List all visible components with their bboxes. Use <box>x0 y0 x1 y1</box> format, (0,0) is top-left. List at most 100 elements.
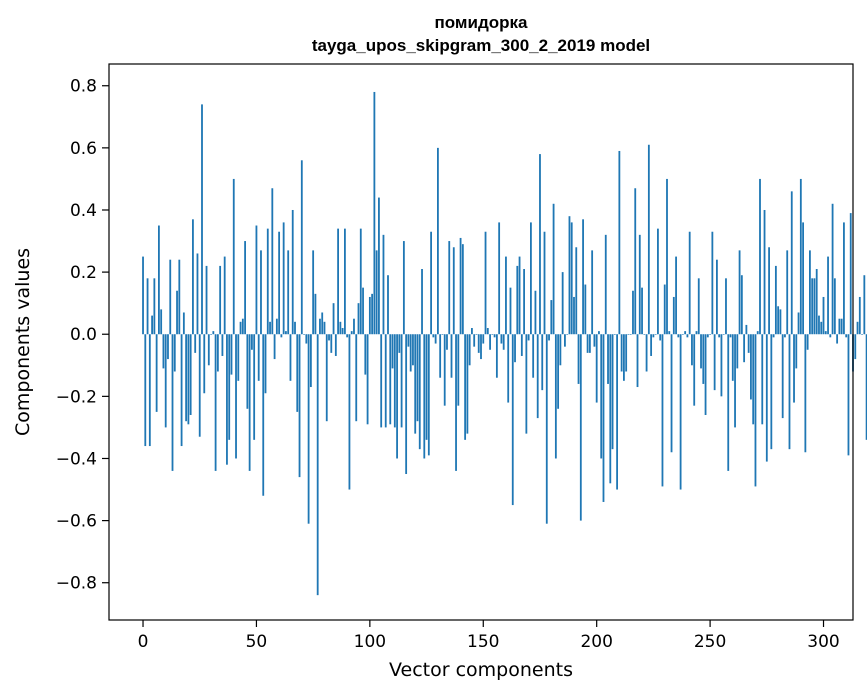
bar-141 <box>461 244 464 335</box>
bar-192 <box>577 334 580 384</box>
bar-164 <box>514 334 516 363</box>
bar-4 <box>151 315 153 335</box>
bar-20 <box>187 334 190 425</box>
bar-158 <box>500 334 503 344</box>
bar-87 <box>339 321 342 335</box>
bar-266 <box>745 324 748 335</box>
bar-78 <box>319 318 321 335</box>
bar-94 <box>355 334 358 422</box>
bar-15 <box>176 290 178 335</box>
bar-108 <box>387 275 389 335</box>
bar-319 <box>865 334 867 440</box>
bar-32 <box>214 334 217 471</box>
plot-frame <box>108 63 854 621</box>
bar-167 <box>520 334 523 356</box>
bar-153 <box>489 334 491 350</box>
bar-306 <box>836 334 839 344</box>
bar-116 <box>405 334 408 475</box>
bar-92 <box>350 331 353 335</box>
bar-119 <box>412 334 414 366</box>
bar-50 <box>255 225 258 335</box>
bar-178 <box>545 334 548 524</box>
bar-88 <box>341 328 344 335</box>
x-axis-ticks: 0 50 100 150 200 250 300 <box>138 620 840 652</box>
bar-122 <box>418 334 421 450</box>
bar-182 <box>554 334 557 459</box>
x-tick-label: 100 <box>354 632 386 652</box>
bar-51 <box>257 334 260 381</box>
bar-276 <box>768 247 770 335</box>
bar-132 <box>441 334 444 335</box>
bar-152 <box>486 328 489 335</box>
bar-189 <box>570 222 573 335</box>
bar-227 <box>657 228 659 335</box>
bar-220 <box>641 287 643 335</box>
bar-149 <box>480 334 482 360</box>
bar-110 <box>391 334 394 369</box>
bar-79 <box>321 312 324 335</box>
bar-10 <box>164 334 167 428</box>
y-tick-label: 0.6 <box>70 139 97 159</box>
bar-91 <box>348 334 351 490</box>
bar-285 <box>788 334 791 450</box>
bar-44 <box>241 318 244 335</box>
bar-262 <box>736 334 739 369</box>
bar-71 <box>303 334 305 335</box>
bar-274 <box>763 209 766 335</box>
bar-106 <box>382 234 385 335</box>
bar-174 <box>536 334 539 419</box>
bar-168 <box>523 269 525 335</box>
bar-9 <box>162 334 165 369</box>
bar-143 <box>466 334 469 434</box>
bar-304 <box>831 203 834 335</box>
bar-137 <box>452 247 455 335</box>
y-tick-label: −0.8 <box>56 574 97 594</box>
x-axis-label: Vector components <box>389 659 573 681</box>
bar-89 <box>344 228 346 335</box>
bar-151 <box>484 231 487 335</box>
bar-238 <box>681 334 684 335</box>
bar-180 <box>550 300 553 335</box>
bar-67 <box>294 321 296 335</box>
bar-193 <box>579 334 582 521</box>
bar-69 <box>298 334 301 478</box>
bar-111 <box>393 334 396 428</box>
y-tick-label: −0.6 <box>56 512 97 532</box>
bar-96 <box>359 228 362 335</box>
bar-42 <box>237 334 240 381</box>
bar-138 <box>455 334 457 471</box>
bar-206 <box>609 334 612 484</box>
bar-197 <box>588 334 591 353</box>
bar-229 <box>661 334 664 487</box>
bar-101 <box>371 293 374 335</box>
bar-43 <box>239 321 242 335</box>
bar-271 <box>756 331 759 335</box>
bar-277 <box>770 334 773 450</box>
bar-7 <box>158 225 160 335</box>
y-axis-label: Components values <box>12 248 34 436</box>
bar-8 <box>160 309 163 335</box>
bar-165 <box>516 265 519 335</box>
y-tick-label: −0.2 <box>56 387 97 407</box>
bar-90 <box>346 334 349 338</box>
bar-263 <box>738 250 741 335</box>
x-tick-label: 150 <box>467 632 499 652</box>
bar-95 <box>357 303 360 335</box>
bar-244 <box>695 331 698 335</box>
bar-237 <box>679 334 682 490</box>
bar-127 <box>430 231 432 335</box>
bar-314 <box>854 334 857 360</box>
bar-133 <box>443 334 446 406</box>
bar-82 <box>328 334 330 341</box>
bar-221 <box>643 334 646 335</box>
bar-261 <box>734 334 736 428</box>
bar-77 <box>316 334 319 596</box>
bar-103 <box>375 250 378 335</box>
bar-214 <box>627 334 630 335</box>
bar-291 <box>802 222 804 335</box>
bar-286 <box>790 191 793 335</box>
x-tick-label: 200 <box>580 632 612 652</box>
bar-17 <box>180 334 183 447</box>
bar-198 <box>591 250 594 335</box>
bar-74 <box>309 334 312 388</box>
